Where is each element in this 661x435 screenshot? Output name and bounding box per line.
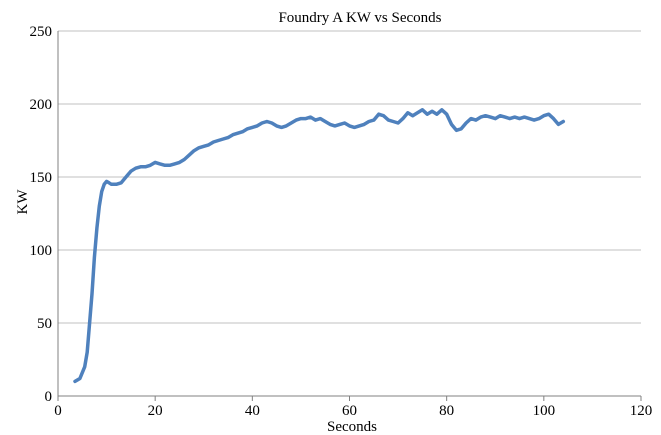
y-tick-label: 200	[30, 97, 53, 113]
x-tick-labels: 0 20 40 60 80 100 120	[54, 403, 652, 419]
y-tick-label: 100	[30, 243, 53, 259]
x-tick-label: 60	[342, 403, 357, 419]
y-tick-labels: 0 50 100 150 200 250	[30, 24, 53, 405]
x-tick-label: 20	[148, 403, 163, 419]
series-layer	[73, 108, 566, 384]
y-tick-label: 50	[37, 316, 52, 332]
series-line	[73, 108, 566, 384]
x-tick-label: 120	[630, 403, 653, 419]
x-tick-label: 40	[245, 403, 260, 419]
y-tick-label: 0	[45, 389, 53, 405]
y-axis-label: KW	[15, 189, 31, 215]
chart-title: Foundry A KW vs Seconds	[278, 10, 441, 26]
y-tick-label: 250	[30, 24, 53, 40]
axes	[57, 31, 642, 401]
x-tick-label: 0	[54, 403, 62, 419]
gridlines	[58, 30, 641, 324]
x-axis-label: Seconds	[327, 419, 377, 435]
x-tick-label: 100	[533, 403, 556, 419]
x-tick-label: 80	[439, 403, 454, 419]
y-tick-label: 150	[30, 170, 53, 186]
